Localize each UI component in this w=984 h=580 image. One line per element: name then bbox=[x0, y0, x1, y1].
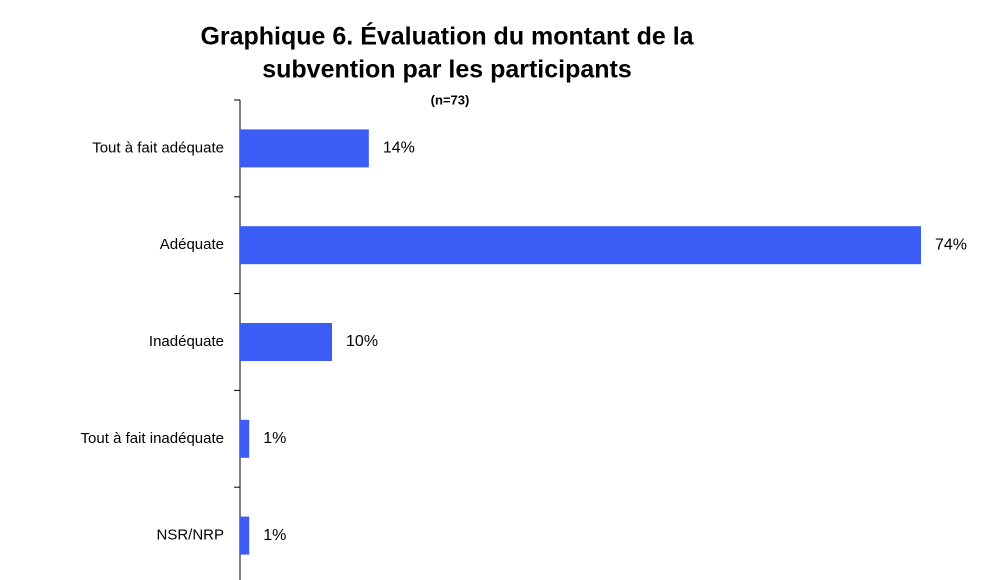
category-label: Inadéquate bbox=[149, 333, 224, 350]
chart-subtitle: (n=73) bbox=[431, 92, 470, 107]
bar bbox=[240, 419, 250, 458]
category-label: Adéquate bbox=[160, 236, 224, 253]
bar bbox=[240, 323, 333, 361]
value-label: 14% bbox=[383, 140, 415, 157]
category-label: Tout à fait inadéquate bbox=[81, 430, 224, 447]
chart-title: subvention par les participants bbox=[262, 56, 632, 84]
value-label: 74% bbox=[935, 236, 967, 253]
bar bbox=[240, 516, 250, 555]
value-label: 1% bbox=[263, 527, 286, 544]
bar bbox=[240, 226, 921, 265]
value-label: 1% bbox=[263, 430, 286, 447]
value-label: 10% bbox=[346, 333, 378, 350]
bar bbox=[240, 129, 369, 168]
category-label: NSR/NRP bbox=[156, 527, 224, 544]
chart-title: Graphique 6. Évaluation du montant de la bbox=[200, 22, 694, 51]
category-label: Tout à fait adéquate bbox=[92, 139, 224, 156]
